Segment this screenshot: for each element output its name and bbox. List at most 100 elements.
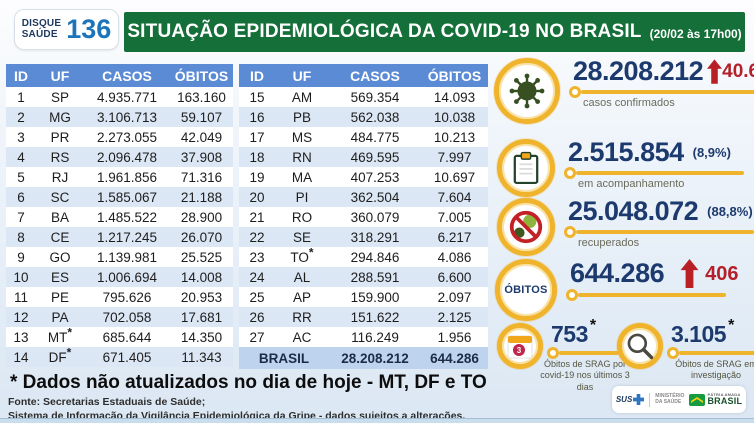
- table-row: 17 MS 484.775 10.213: [239, 127, 488, 147]
- cell-id: 2: [17, 109, 25, 125]
- col-header-casos: CASOS: [84, 64, 170, 87]
- cell-id: 5: [17, 169, 25, 185]
- cell-casos: 2.273.055: [96, 129, 158, 145]
- not-updated-asterisk: *: [308, 245, 314, 259]
- cell-obitos: 163.160: [177, 89, 226, 105]
- confirmed-label: casos confirmados: [583, 97, 675, 109]
- cell-obitos: 42.049: [180, 129, 223, 145]
- cell-uf: PR: [50, 129, 70, 145]
- title-banner: SITUAÇÃO EPIDEMIOLÓGICA DA COVID-19 NO B…: [124, 12, 745, 52]
- cell-uf: SP: [50, 89, 69, 105]
- source-line-1: Fonte: Secretarias Estaduais de Saúde;: [8, 396, 206, 408]
- cell-id: 25: [249, 289, 265, 305]
- disque-saude-136-logo: DISQUE SAÚDE 136: [14, 9, 119, 50]
- cell-obitos: 10.697: [433, 169, 476, 185]
- cell-casos: 1.961.856: [96, 169, 158, 185]
- table-row: 25 AP 159.900 2.097: [239, 287, 488, 307]
- stat-srag-investigation: 3.105 * Óbitos de SRAG em investigação: [617, 317, 754, 382]
- col-header-id: ID: [239, 64, 275, 87]
- disque-saude-label: DISQUE SAÚDE: [21, 18, 62, 40]
- cell-casos: 4.935.771: [96, 89, 158, 105]
- cell-id: 22: [249, 229, 265, 245]
- cell-uf: RN: [292, 149, 312, 165]
- col-header-obitos: ÓBITOS: [170, 64, 233, 87]
- cell-casos: 360.079: [350, 209, 400, 225]
- cell-uf: TO*: [290, 245, 314, 265]
- total-casos: 28.208.212: [329, 347, 421, 369]
- cell-uf: PB: [292, 109, 311, 125]
- cell-id: 16: [249, 109, 265, 125]
- table-row: 10 ES 1.006.694 14.008: [6, 267, 233, 287]
- asterisk: *: [589, 316, 597, 334]
- cell-id: 19: [249, 169, 265, 185]
- table-row: 9 GO 1.139.981 25.525: [6, 247, 233, 267]
- cell-id: 26: [249, 309, 265, 325]
- cell-obitos: 71.316: [180, 169, 223, 185]
- underline-accent: [667, 347, 754, 359]
- table-row: 27 AC 116.249 1.956: [239, 327, 488, 347]
- cell-id: 21: [249, 209, 265, 225]
- cell-id: 9: [17, 249, 25, 265]
- cell-uf: SC: [50, 189, 70, 205]
- cell-id: 18: [249, 149, 265, 165]
- confirmed-value: 28.208.212: [573, 56, 704, 86]
- stat-recovered: 25.048.072 (88,8%) recuperados: [497, 198, 754, 256]
- cell-obitos: 4.086: [437, 249, 472, 265]
- col-header-obitos: ÓBITOS: [421, 64, 488, 87]
- sus-cross-icon: [633, 394, 645, 405]
- cell-uf: DF*: [48, 345, 72, 365]
- table-row: 11 PE 795.626 20.953: [6, 287, 233, 307]
- cell-uf: BA: [50, 209, 69, 225]
- cell-obitos: 14.008: [180, 269, 223, 285]
- virus-icon: [494, 58, 560, 124]
- table-row: 18 RN 469.595 7.997: [239, 147, 488, 167]
- arrow-up-icon: [680, 259, 699, 288]
- stat-monitoring: 2.515.854 (8,9%) em acompanhamento: [497, 139, 744, 197]
- cell-id: 11: [13, 289, 28, 305]
- cell-uf: RR: [292, 309, 312, 325]
- table-row: 12 PA 702.058 17.681: [6, 307, 233, 327]
- calendar-icon: 3: [497, 323, 543, 369]
- col-header-id: ID: [6, 64, 36, 87]
- cell-obitos: 6.217: [437, 229, 472, 245]
- cell-obitos: 25.525: [180, 249, 223, 265]
- cell-id: 13: [13, 329, 29, 345]
- cell-uf: RS: [50, 149, 70, 165]
- table-row: 16 PB 562.038 10.038: [239, 107, 488, 127]
- cell-uf: AM: [291, 89, 313, 105]
- cell-casos: 2.096.478: [96, 149, 158, 165]
- underline-accent: [547, 347, 619, 359]
- cell-id: 17: [249, 129, 265, 145]
- confirmed-delta: 40.625: [722, 61, 754, 82]
- obitos-badge: ÓBITOS: [495, 259, 557, 321]
- col-header-uf: UF: [275, 64, 329, 87]
- cell-obitos: 14.093: [433, 89, 476, 105]
- cell-obitos: 7.005: [437, 209, 472, 225]
- cell-casos: 1.485.522: [96, 209, 158, 225]
- underline-accent: [564, 226, 754, 238]
- monitoring-label: em acompanhamento: [578, 178, 685, 190]
- cell-casos: 484.775: [350, 129, 400, 145]
- srag-recent-value: 753: [551, 321, 588, 347]
- cell-casos: 407.253: [350, 169, 400, 185]
- cell-obitos: 10.213: [433, 129, 476, 145]
- ministry-logo: MINISTÉRIO DA SAÚDE: [655, 392, 685, 405]
- cell-casos: 1.139.981: [96, 249, 158, 265]
- cell-obitos: 17.681: [180, 309, 223, 325]
- cell-casos: 159.900: [350, 289, 400, 305]
- covid-table-states-1-14: ID UF CASOS ÓBITOS 1 SP 4.935.771 163.16…: [6, 64, 233, 367]
- cell-uf: AP: [292, 289, 311, 305]
- cell-uf: SE: [292, 229, 311, 245]
- brasil-flag-icon: [689, 393, 706, 406]
- recovered-value: 25.048.072: [568, 196, 699, 226]
- cell-id: 14: [13, 349, 29, 365]
- col-header-uf: UF: [36, 64, 84, 87]
- cell-obitos: 1.956: [437, 329, 472, 345]
- cell-obitos: 11.343: [181, 349, 222, 365]
- cell-id: 1: [17, 89, 25, 105]
- cell-id: 7: [17, 209, 25, 225]
- table-header: ID UF CASOS ÓBITOS: [6, 64, 233, 87]
- cell-obitos: 37.908: [180, 149, 223, 165]
- asterisk: *: [728, 316, 735, 334]
- cell-obitos: 21.188: [180, 189, 223, 205]
